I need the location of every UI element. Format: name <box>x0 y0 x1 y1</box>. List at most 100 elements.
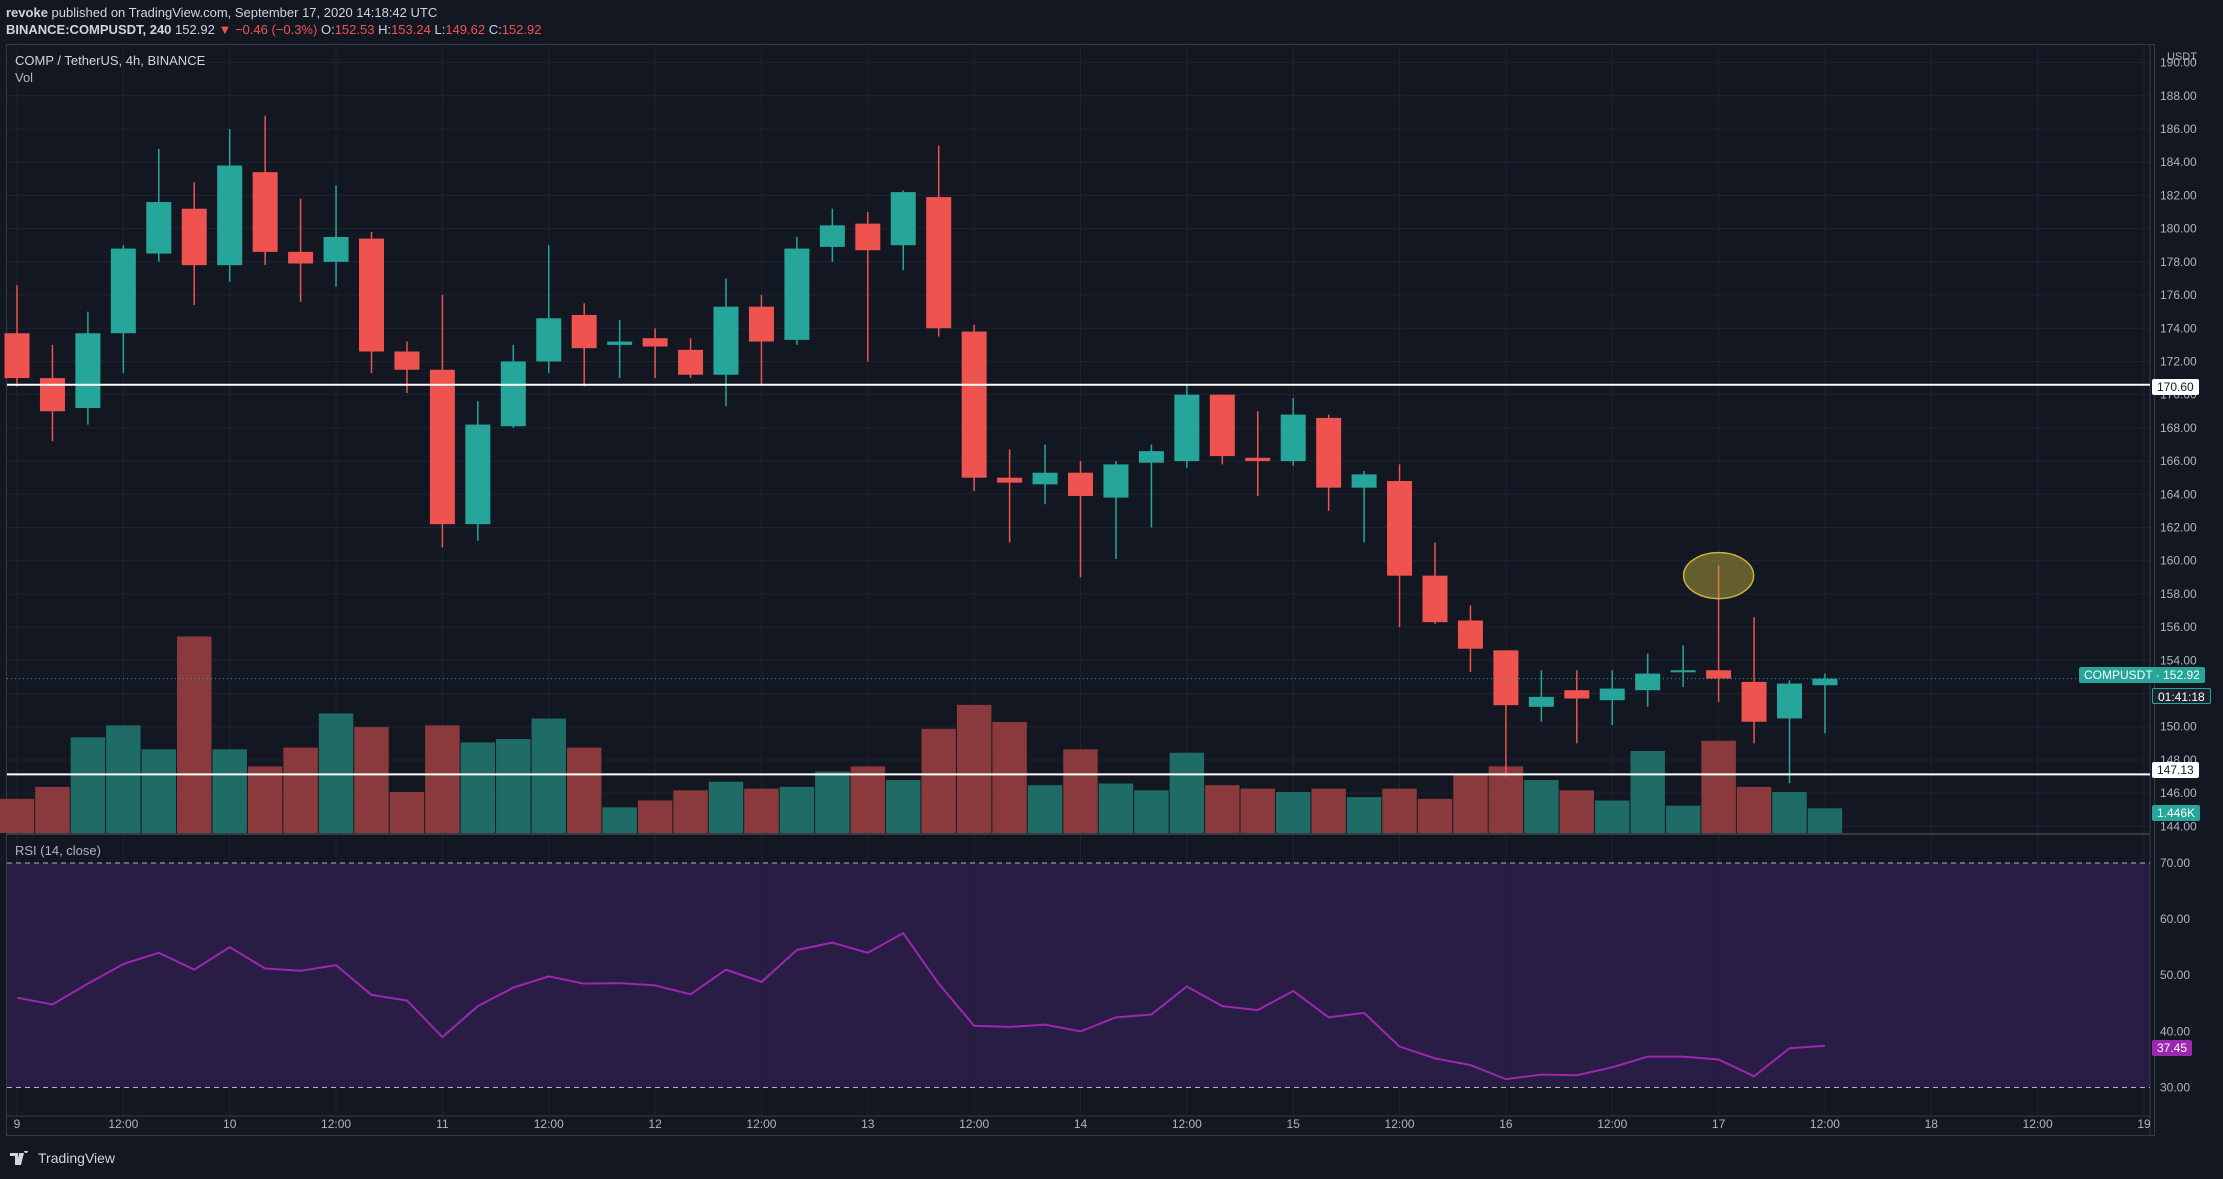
time-tick-label: 10 <box>223 1117 237 1131</box>
candle <box>1138 444 1164 528</box>
bar-countdown: 01:41:18 <box>2152 688 2211 704</box>
candle <box>1387 464 1413 628</box>
candle-body <box>1032 472 1058 485</box>
candle <box>75 311 101 425</box>
time-tick-label: 15 <box>1287 1117 1301 1131</box>
candle-body <box>1351 474 1377 488</box>
candle <box>465 401 491 541</box>
chart-legend: COMP / TetherUS, 4h, BINANCE Vol <box>15 53 206 85</box>
volume-bar <box>921 728 956 833</box>
candle-body <box>1706 670 1732 679</box>
price-tick-label: 176.00 <box>2160 288 2197 302</box>
time-tick-label: 12:00 <box>746 1117 776 1131</box>
candle <box>288 198 314 302</box>
candle <box>181 182 207 306</box>
rsi-legend[interactable]: RSI (14, close) <box>15 843 101 858</box>
volume-bar <box>354 727 389 833</box>
time-tick-label: 12:00 <box>1597 1117 1627 1131</box>
candle <box>890 190 916 271</box>
candle-body <box>1174 394 1200 462</box>
tradingview-logo-icon <box>10 1151 28 1165</box>
price-chart[interactable]: 190.00 188.00 186.00 184.00 182.00 180.00 178.… <box>0 0 2223 1140</box>
candle <box>961 324 987 491</box>
volume-bar <box>1134 790 1169 833</box>
volume-bar <box>1098 783 1134 833</box>
last-price: 152.92 <box>175 22 215 37</box>
candle <box>146 148 172 262</box>
currency-unit: USDT <box>2167 51 2197 63</box>
close-value: 152.92 <box>501 22 542 37</box>
candle <box>1422 542 1448 624</box>
candle <box>926 145 952 337</box>
candle-body <box>252 172 278 252</box>
symbol-tag-price: 152.92 <box>2163 668 2200 682</box>
candle <box>429 295 455 548</box>
symbol-tag-label: COMPUSDT <box>2084 668 2153 682</box>
candle-body <box>146 202 172 254</box>
candle <box>1493 650 1519 777</box>
candle <box>359 231 384 374</box>
volume-bar <box>283 747 318 833</box>
author-name[interactable]: revoke <box>6 5 48 20</box>
price-tick-label: 168.00 <box>2160 421 2197 435</box>
brand-name: TradingView <box>38 1150 116 1166</box>
legend-title[interactable]: COMP / TetherUS, 4h, BINANCE <box>15 53 206 68</box>
candle-body <box>1209 394 1235 457</box>
volume-bar <box>708 781 744 833</box>
candle-body <box>1599 688 1625 701</box>
volume-bar <box>956 704 992 833</box>
candle <box>1670 645 1696 687</box>
resistance-price-tag: 170.60 <box>2152 379 2199 395</box>
volume-bar <box>247 766 283 833</box>
time-tick-label: 16 <box>1499 1117 1513 1131</box>
candle <box>1777 680 1802 784</box>
price-change: −0.46 (−0.3%) <box>234 22 318 37</box>
volume-bar <box>1275 792 1311 833</box>
candle-body <box>1564 690 1590 699</box>
publish-text: published on TradingView.com, September … <box>51 5 438 20</box>
candle-body <box>1103 464 1129 498</box>
candle-body <box>1316 417 1342 488</box>
time-tick-label: 12:00 <box>2023 1117 2053 1131</box>
volume-bar <box>1169 752 1205 833</box>
rsi-tick-label: 40.00 <box>2160 1024 2190 1038</box>
candle-body <box>1528 696 1554 707</box>
volume-bar <box>1205 785 1240 833</box>
rsi-value-tag: 37.45 <box>2152 1040 2193 1056</box>
candle-body <box>1387 481 1413 576</box>
tradingview-brand[interactable]: TradingView <box>10 1150 115 1166</box>
price-tick-label: 178.00 <box>2160 255 2197 269</box>
volume-bar <box>1665 805 1701 833</box>
candle-body <box>181 208 207 266</box>
volume-bar <box>141 749 177 833</box>
price-tick-label: 146.00 <box>2160 786 2197 800</box>
candle <box>252 115 278 266</box>
high-label: H: <box>378 22 392 37</box>
volume-bar <box>815 771 850 833</box>
volume-bar <box>1382 788 1417 833</box>
volume-legend[interactable]: Vol <box>15 70 34 85</box>
chart-frame[interactable] <box>6 44 2155 1136</box>
price-tick-label: 174.00 <box>2160 321 2197 335</box>
candle-body <box>1635 673 1661 691</box>
candle-body <box>217 165 243 266</box>
time-tick-label: 12:00 <box>1810 1117 1840 1131</box>
volume-bar <box>602 807 637 833</box>
time-tick-label: 17 <box>1712 1117 1726 1131</box>
price-tick-label: 164.00 <box>2160 487 2197 501</box>
candle <box>110 245 136 374</box>
candle <box>1351 471 1377 543</box>
low-label: L: <box>434 22 446 37</box>
price-tick-label: 184.00 <box>2160 155 2197 169</box>
rsi-line <box>16 931 1826 1081</box>
candle <box>1812 673 1838 734</box>
volume-bar <box>460 742 496 833</box>
volume-bar <box>212 749 247 833</box>
volume-bar <box>1240 788 1275 833</box>
candle-body <box>4 333 30 379</box>
candle-body <box>1068 472 1093 496</box>
candle-body <box>1493 650 1519 706</box>
rsi-tick-label: 50.00 <box>2160 968 2190 982</box>
candle <box>1280 397 1306 467</box>
candle <box>500 344 526 428</box>
